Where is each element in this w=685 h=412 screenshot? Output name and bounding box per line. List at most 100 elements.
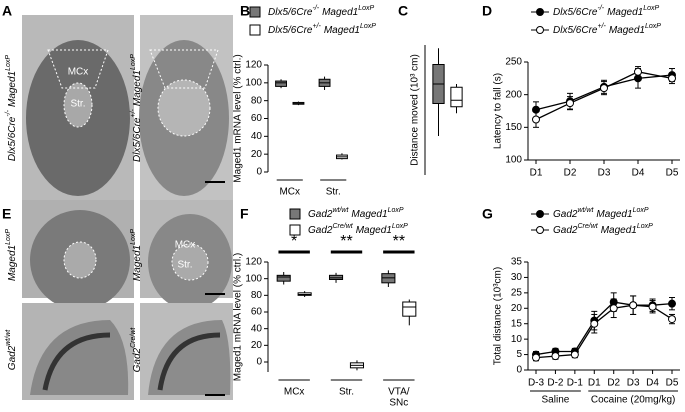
x-tick-label: SNc <box>389 398 408 409</box>
point <box>634 67 642 76</box>
box <box>402 301 417 317</box>
legend-label-part: Cre/wt <box>577 223 598 230</box>
x-tick-label: D1 <box>530 168 543 179</box>
y-tick-label: 250 <box>505 57 522 68</box>
x-tick-label: MCx <box>284 387 305 398</box>
genotype-label-part: Gad2 <box>132 347 143 372</box>
legend-label-part: Maged1 <box>351 209 387 220</box>
legend-label-part: LoxP <box>392 223 408 230</box>
legend-label-part: LoxP <box>637 223 653 230</box>
point <box>600 84 608 93</box>
y-tick-label: 20 <box>251 149 263 160</box>
genotype-label-part: Maged1 <box>7 245 18 281</box>
legend-label-part: -/- <box>597 5 604 12</box>
point <box>668 315 676 324</box>
y-tick-label: 100 <box>245 273 262 284</box>
y-tick-label: 10 <box>511 334 523 345</box>
legend-label: Dlx5/6Cre+/- Maged1LoxP <box>553 23 661 35</box>
region-outline <box>149 49 219 89</box>
point <box>532 353 540 362</box>
legend-label-part: Maged1 <box>609 25 645 36</box>
legend-label-part: +/- <box>597 23 606 30</box>
significance-label: * <box>291 233 297 250</box>
region-label: Str. <box>70 99 85 110</box>
genotype-label-part: Dlx5/6Cre <box>132 117 143 162</box>
x-tick-label: D1 <box>588 378 601 389</box>
y-tick-label: 60 <box>251 307 263 318</box>
y-tick-label: 40 <box>251 131 263 142</box>
point <box>551 352 560 361</box>
x-tick-label: D5 <box>666 168 679 179</box>
legend-marker <box>536 226 544 234</box>
point <box>668 74 676 83</box>
legend-swatch <box>249 6 261 18</box>
panel-a-images <box>22 15 233 200</box>
genotype-label: Dlx5/6Cre-/- Maged1LoxP <box>5 55 17 162</box>
box <box>276 274 291 282</box>
genotype-label-part: wt/wt <box>5 329 12 346</box>
legend-label-part: LoxP <box>360 23 376 30</box>
box <box>450 86 463 108</box>
hippocampus <box>42 332 111 391</box>
y-tick-label: 100 <box>245 77 262 88</box>
region-label: Str. <box>177 260 192 271</box>
x-tick-label: D-3 <box>528 378 545 389</box>
legend-label-part: Dlx5/6Cre <box>553 25 598 36</box>
y-tick-label: 20 <box>251 340 263 351</box>
y-tick-label: 5 <box>516 349 522 360</box>
y-tick-label: 35 <box>511 257 523 268</box>
genotype-label-part: -/- <box>5 109 12 116</box>
genotype-label-part: Maged1 <box>132 245 143 281</box>
region-outline <box>47 49 109 89</box>
y-tick-label: 150 <box>505 122 522 133</box>
legend-swatch <box>249 24 261 36</box>
y-axis-label: Total distance (10³cm) <box>493 267 504 365</box>
genotype-label-part: LoxP <box>130 229 137 245</box>
point <box>590 319 599 328</box>
region-outline <box>63 241 97 279</box>
x-tick-label: D2 <box>607 378 620 389</box>
legend-label-part: Gad2 <box>553 225 578 236</box>
brain-section <box>30 320 129 395</box>
y-tick-label: 60 <box>251 113 263 124</box>
brain-section <box>148 320 231 395</box>
y-tick-label: 0 <box>516 365 522 376</box>
y-axis-label: Distance moved (10³ cm) <box>410 54 421 166</box>
region-label: MCx <box>175 240 196 251</box>
legend-label-part: Maged1 <box>596 209 632 220</box>
legend-label-part: Maged1 <box>322 7 358 18</box>
x-tick-label: D4 <box>646 378 659 389</box>
legend-label: Gad2Cre/wt Maged1LoxP <box>308 223 408 235</box>
legend-label-part: Gad2 <box>308 225 333 236</box>
region-outline <box>157 79 211 137</box>
panel-letter: G <box>482 206 493 222</box>
point <box>532 115 540 124</box>
legend-label-part: wt/wt <box>577 207 594 214</box>
genotype-label: Gad2Cre/wt <box>130 327 142 373</box>
point <box>629 301 638 310</box>
x-tick-label: Str. <box>339 387 354 398</box>
legend-label-part: -/- <box>312 5 319 12</box>
y-tick-label: 0 <box>256 167 262 178</box>
significance-label: ** <box>340 233 352 250</box>
legend-label-part: Dlx5/6Cre <box>268 25 313 36</box>
legend-label: Gad2Cre/wt Maged1LoxP <box>553 223 653 235</box>
x-tick-label: D3 <box>627 378 640 389</box>
region-label: MCx <box>68 67 89 78</box>
x-tick-label: D-2 <box>547 378 564 389</box>
panel-letter: A <box>2 3 12 19</box>
x-tick-label: MCx <box>279 187 300 198</box>
group-label: Cocaine (20mg/kg) <box>591 395 675 406</box>
series-line <box>535 71 673 121</box>
region-outline <box>63 82 93 128</box>
panel-letter: D <box>482 3 492 19</box>
panel-letter: F <box>240 206 249 222</box>
legend-swatch <box>289 208 301 220</box>
genotype-label: Gad2wt/wt <box>5 329 17 370</box>
genotype-label-part: +/- <box>130 108 137 117</box>
y-tick-label: 40 <box>251 323 263 334</box>
legend-label-part: LoxP <box>388 207 404 214</box>
y-tick-label: 120 <box>245 257 262 268</box>
genotype-label-part: Cre/wt <box>130 327 137 348</box>
panel-e-images <box>22 200 233 400</box>
